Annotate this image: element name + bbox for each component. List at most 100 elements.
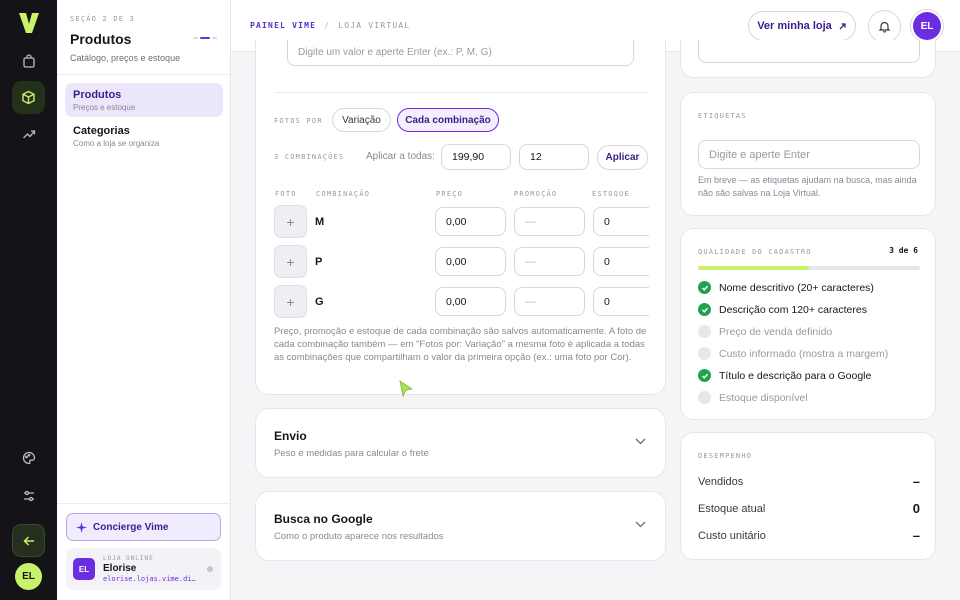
- promo-input[interactable]: —: [514, 247, 585, 276]
- tags-input[interactable]: Digite e aperte Enter: [698, 140, 920, 169]
- account-avatar[interactable]: EL: [913, 12, 941, 40]
- store-kicker: LOJA ONLINE: [103, 555, 154, 562]
- apply-stock-input[interactable]: 12: [519, 144, 589, 170]
- store-avatar: EL: [73, 558, 95, 580]
- combination-count: 3 COMBINAÇÕES: [274, 153, 345, 161]
- check-circle-icon: [698, 281, 711, 294]
- column-header-combinacao: COMBINAÇÃO: [316, 190, 371, 198]
- photo-mode-variacao[interactable]: Variação: [332, 108, 391, 132]
- price-input[interactable]: 0,00: [435, 287, 506, 316]
- add-photo-button[interactable]: +: [274, 285, 307, 318]
- breadcrumb-loja: LOJA VIRTUAL: [338, 21, 411, 30]
- plus-icon: +: [286, 213, 295, 230]
- checklist-label: Preço de venda definido: [719, 325, 833, 338]
- sidebar-item-sub: Como a loja se organiza: [73, 139, 160, 148]
- checklist-label: Descrição com 120+ caracteres: [719, 303, 867, 316]
- performance-label: DESEMPENHO: [698, 452, 753, 460]
- stat-row: Vendidos –: [698, 474, 920, 489]
- performance-card: DESEMPENHO Vendidos – Estoque atual 0 Cu…: [680, 432, 936, 560]
- checklist-label: Custo informado (mostra a margem): [719, 347, 889, 360]
- apply-button[interactable]: Aplicar: [597, 145, 648, 170]
- quality-score: 3 de 6: [889, 246, 918, 255]
- divider: [57, 503, 230, 504]
- breadcrumb-separator: /: [324, 21, 331, 30]
- quality-label: QUALIDADE DO CADASTRO: [698, 248, 812, 256]
- apply-all-label: Aplicar a todas:: [366, 151, 435, 162]
- section-subtitle: Catálogo, preços e estoque: [70, 53, 181, 63]
- user-avatar[interactable]: EL: [15, 563, 42, 590]
- section-sidebar: SEÇÃO 2 DE 3 Produtos Catálogo, preços e…: [57, 0, 231, 600]
- notifications-button[interactable]: [868, 10, 901, 43]
- stock-input[interactable]: 0: [593, 287, 649, 316]
- shipping-subtitle: Peso e medidas para calcular o frete: [274, 448, 429, 459]
- stock-input[interactable]: 0: [593, 247, 649, 276]
- previous-input[interactable]: [698, 40, 920, 63]
- status-dot: [207, 566, 213, 572]
- sparkle-icon: [76, 521, 87, 533]
- checklist-item: Preço de venda definido: [698, 325, 832, 338]
- checklist-label: Estoque disponível: [719, 391, 808, 404]
- checklist-item: Nome descritivo (20+ caracteres): [698, 281, 874, 294]
- column-header-promocao: PROMOÇÃO: [514, 190, 558, 198]
- plus-icon: +: [286, 293, 295, 310]
- cursor-pointer-icon: [399, 380, 414, 398]
- stock-input[interactable]: 0: [593, 207, 649, 236]
- add-photo-button[interactable]: +: [274, 245, 307, 278]
- check-circle-icon: [698, 303, 711, 316]
- chevron-down-icon: [635, 521, 646, 528]
- check-circle-icon: [698, 369, 711, 382]
- promo-input[interactable]: —: [514, 207, 585, 236]
- icon-rail: EL: [0, 0, 57, 600]
- google-title: Busca no Google: [274, 512, 373, 526]
- bell-icon: [878, 21, 891, 33]
- breadcrumb-painel[interactable]: PAINEL VIME: [250, 21, 317, 30]
- arrow-left-icon[interactable]: [12, 524, 45, 557]
- photo-mode-combinacao[interactable]: Cada combinação: [397, 108, 499, 132]
- view-store-button[interactable]: Ver minha loja: [748, 11, 856, 41]
- concierge-button[interactable]: Concierge Vime: [66, 513, 221, 541]
- breadcrumb: PAINEL VIME / LOJA VIRTUAL: [250, 21, 410, 30]
- checklist-item: Título e descrição para o Google: [698, 369, 871, 382]
- concierge-label: Concierge Vime: [93, 521, 169, 533]
- shipping-section[interactable]: Envio Peso e medidas para calcular o fre…: [255, 408, 666, 478]
- sidebar-item-categorias[interactable]: Categorias Como a loja se organiza: [65, 119, 223, 153]
- vime-logo[interactable]: [16, 10, 42, 36]
- tags-card: ETIQUETAS Digite e aperte Enter Em breve…: [680, 92, 936, 216]
- stat-label: Custo unitário: [698, 529, 766, 542]
- sidebar-item-sub: Preços e estoque: [73, 103, 136, 112]
- quality-card: QUALIDADE DO CADASTRO 3 de 6 Nome descri…: [680, 228, 936, 420]
- divider: [274, 92, 649, 93]
- apply-price-input[interactable]: 199,90: [441, 144, 511, 170]
- stat-value: 0: [912, 501, 920, 516]
- box-icon[interactable]: [12, 81, 45, 114]
- quality-progress-track: [698, 266, 920, 270]
- section-step: SEÇÃO 2 DE 3: [70, 15, 135, 23]
- price-input[interactable]: 0,00: [435, 247, 506, 276]
- add-photo-button[interactable]: +: [274, 205, 307, 238]
- google-section[interactable]: Busca no Google Como o produto aparece n…: [255, 491, 666, 561]
- stat-label: Vendidos: [698, 475, 744, 488]
- trending-up-icon[interactable]: [12, 117, 45, 150]
- sliders-icon[interactable]: [12, 479, 45, 512]
- palette-icon[interactable]: [12, 441, 45, 474]
- checklist-label: Título e descrição para o Google: [719, 369, 872, 382]
- google-subtitle: Como o produto aparece nos resultados: [274, 531, 444, 542]
- plus-icon: +: [286, 253, 295, 270]
- empty-circle-icon: [698, 325, 711, 338]
- store-switcher[interactable]: EL LOJA ONLINE Elorise elorise.lojas.vim…: [66, 548, 221, 590]
- sidebar-item-produtos[interactable]: Produtos Preços e estoque: [65, 83, 223, 117]
- photos-by-label: FOTOS POR: [274, 117, 323, 125]
- price-input[interactable]: 0,00: [435, 207, 506, 236]
- promo-input[interactable]: —: [514, 287, 585, 316]
- checklist-item: Descrição com 120+ caracteres: [698, 303, 867, 316]
- view-store-label: Ver minha loja: [757, 20, 832, 32]
- chevron-down-icon: [635, 438, 646, 445]
- column-header-estoque: ESTOQUE: [592, 190, 630, 198]
- column-header-foto: FOTO: [275, 190, 297, 198]
- stat-value: –: [912, 528, 920, 543]
- previous-card: [680, 40, 936, 78]
- combination-name: P: [315, 256, 323, 268]
- combination-name: M: [315, 216, 325, 228]
- variation-value-input[interactable]: Digite um valor e aperte Enter (ex.: P, …: [287, 40, 634, 66]
- shopping-bag-icon[interactable]: [12, 44, 45, 77]
